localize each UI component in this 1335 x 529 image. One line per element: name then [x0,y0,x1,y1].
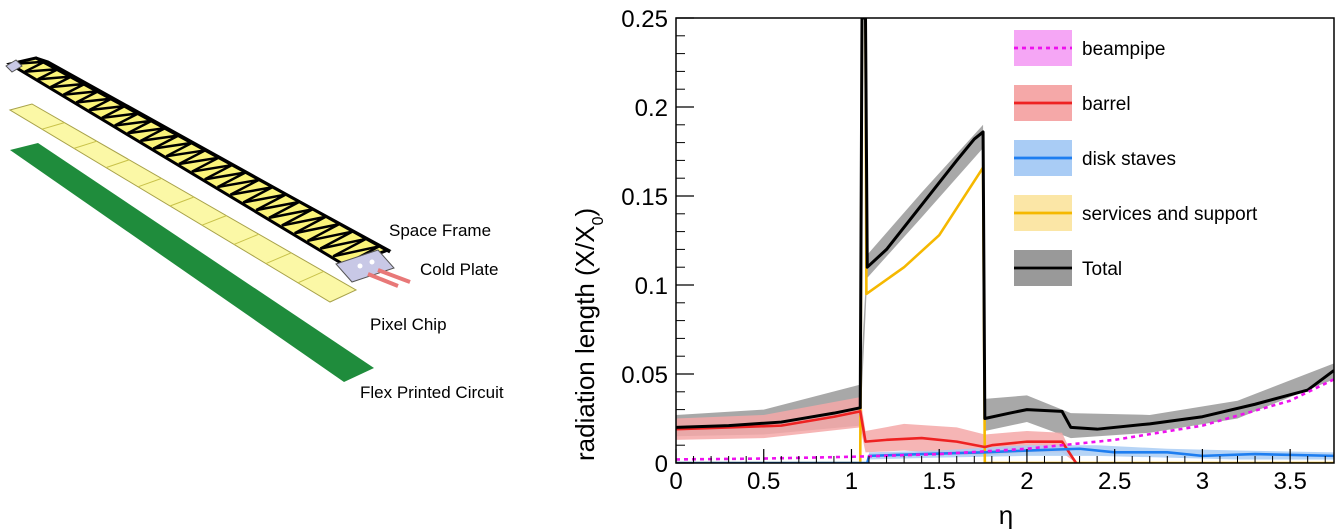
pixel-chip-label: Pixel Chip [370,315,447,334]
stave-exploded-diagram: Space Frame Cold Plate Pixel Chip Flex P… [5,56,504,402]
plot-frame [675,17,1335,464]
chip-divider [233,233,259,245]
x-tick-label: 2.5 [1098,468,1131,495]
y-axis-label-close: ) [570,208,600,217]
y-tick-label: 0.25 [621,6,668,33]
legend-entry-label: beampipe [1082,39,1165,60]
legend-entry-label: Total [1082,259,1122,280]
pixel-chip-layer [8,103,358,303]
chip-divider [41,122,65,130]
chip-divider [169,196,195,207]
chip-divider [105,159,130,169]
y-axis-label-subscript: 0 [590,216,607,225]
radiation-length-chart: 0 0.5 1 1.5 2 2.5 3 3.5 0 0.05 0.1 0.15 0.2 0.25 beam… [570,6,1335,529]
legend: beampipe barrel disk staves services and su… [1014,30,1258,286]
chip-divider [297,270,324,284]
line-services-and-support [676,18,1334,463]
x-tick-label: 0 [669,468,682,495]
x-tick-label: 1 [845,468,858,495]
y-tick-label: 0.05 [621,362,668,389]
chip-divider [137,177,162,188]
flex-printed-circuit-label: Flex Printed Circuit [360,383,504,402]
x-tick-label: 2 [1020,468,1033,495]
cold-plate [335,249,411,288]
y-axis-label: radiation length (X/X0) [570,208,607,461]
y-axis-label-main: radiation length (X/X [570,225,600,461]
series-lines [676,18,1334,463]
x-axis-label: η [999,500,1013,529]
y-tick-label: 0.15 [621,184,668,211]
chip-divider [201,215,227,226]
x-tick-label: 3 [1196,468,1209,495]
line-barrel [676,410,1078,463]
legend-entry-label: disk staves [1082,149,1176,170]
uncertainty-bands [676,124,1334,463]
y-tick-label: 0.2 [635,95,668,122]
space-frame [6,56,392,268]
flex-printed-circuit-layer [10,143,374,382]
axis-ticks: 0 0.5 1 1.5 2 2.5 3 3.5 0 0.05 0.1 0.15 0.2 0.25 [621,6,1326,495]
band-Total [676,124,1334,439]
space-frame-label: Space Frame [389,221,491,240]
cold-plate-label: Cold Plate [420,260,498,279]
line-Total [676,18,1334,431]
chip-divider [73,140,97,149]
x-tick-label: 3.5 [1273,468,1306,495]
x-tick-label: 0.5 [747,468,780,495]
y-tick-label: 0.1 [635,273,668,300]
legend-entry-label: services and support [1082,204,1258,225]
chip-divider [265,252,292,265]
y-tick-label: 0 [655,451,668,478]
legend-entry-label: barrel [1082,94,1131,115]
x-tick-label: 1.5 [923,468,956,495]
